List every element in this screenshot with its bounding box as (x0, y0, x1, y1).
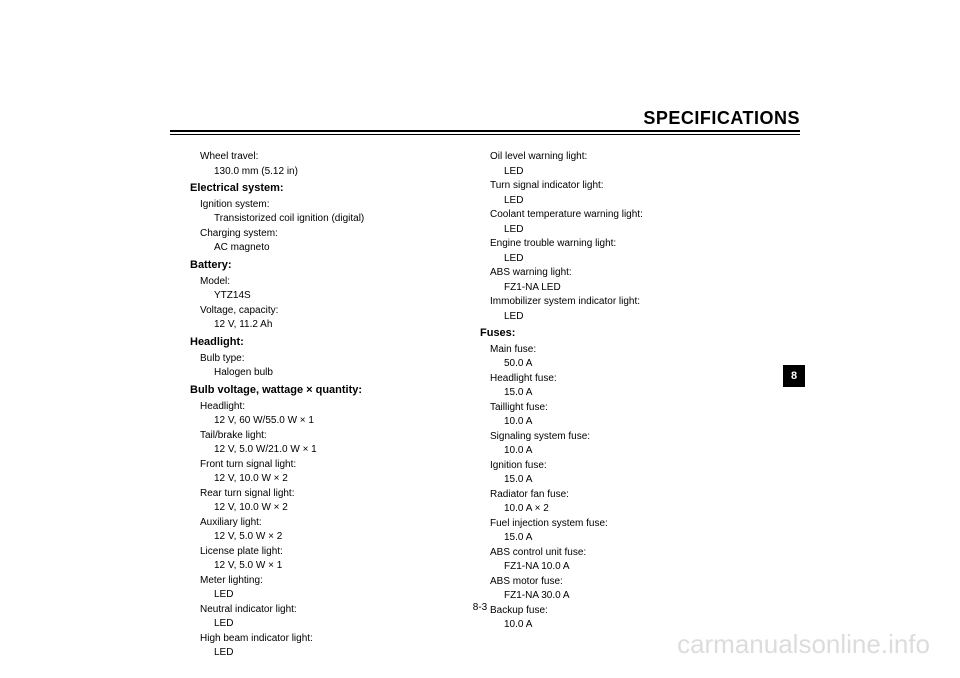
spec-value: 10.0 A (504, 415, 710, 430)
spec-value: 12 V, 5.0 W/21.0 W × 1 (214, 443, 420, 458)
spec-label: License plate light: (200, 545, 420, 560)
section-heading: Headlight: (190, 335, 420, 351)
spec-value: AC magneto (214, 241, 420, 256)
spec-label: Headlight: (200, 400, 420, 415)
spec-label: Auxiliary light: (200, 516, 420, 531)
spec-value: LED (504, 223, 710, 238)
spec-label: Signaling system fuse: (490, 430, 710, 445)
spec-label: ABS control unit fuse: (490, 546, 710, 561)
column-right: Oil level warning light: LED Turn signal… (480, 150, 710, 661)
spec-label: Ignition fuse: (490, 459, 710, 474)
side-tab-number: 8 (791, 370, 797, 382)
content-columns: Wheel travel: 130.0 mm (5.12 in) Electri… (190, 150, 710, 661)
spec-value: 12 V, 60 W/55.0 W × 1 (214, 414, 420, 429)
spec-value: Transistorized coil ignition (digital) (214, 212, 420, 227)
header-rule-thick (170, 130, 800, 132)
spec-label: Ignition system: (200, 198, 420, 213)
spec-value: LED (504, 310, 710, 325)
spec-value: LED (214, 646, 420, 661)
header-rule-thin (170, 134, 800, 135)
section-heading: Fuses: (480, 326, 710, 342)
spec-value: FZ1-NA LED (504, 281, 710, 296)
section-heading: Electrical system: (190, 181, 420, 197)
spec-value: 15.0 A (504, 473, 710, 488)
section-heading: Bulb voltage, wattage × quantity: (190, 383, 420, 399)
spec-value: LED (504, 165, 710, 180)
spec-label: Front turn signal light: (200, 458, 420, 473)
spec-label: Tail/brake light: (200, 429, 420, 444)
watermark: carmanualsonline.info (677, 629, 930, 660)
spec-label: Headlight fuse: (490, 372, 710, 387)
spec-label: ABS warning light: (490, 266, 710, 281)
spec-label: Meter lighting: (200, 574, 420, 589)
spec-value: 10.0 A × 2 (504, 502, 710, 517)
spec-label: Charging system: (200, 227, 420, 242)
spec-value: LED (214, 617, 420, 632)
page-number: 8-3 (0, 602, 960, 613)
spec-label: Model: (200, 275, 420, 290)
spec-label: Wheel travel: (200, 150, 420, 165)
spec-value: 12 V, 5.0 W × 1 (214, 559, 420, 574)
spec-label: Rear turn signal light: (200, 487, 420, 502)
spec-value: 130.0 mm (5.12 in) (214, 165, 420, 180)
spec-label: Fuel injection system fuse: (490, 517, 710, 532)
spec-label: Main fuse: (490, 343, 710, 358)
page-title: SPECIFICATIONS (643, 108, 800, 129)
spec-label: Voltage, capacity: (200, 304, 420, 319)
spec-label: Immobilizer system indicator light: (490, 295, 710, 310)
spec-value: 12 V, 11.2 Ah (214, 318, 420, 333)
column-left: Wheel travel: 130.0 mm (5.12 in) Electri… (190, 150, 420, 661)
spec-value: 12 V, 10.0 W × 2 (214, 472, 420, 487)
spec-label: Taillight fuse: (490, 401, 710, 416)
spec-label: Turn signal indicator light: (490, 179, 710, 194)
spec-value: 15.0 A (504, 531, 710, 546)
page: SPECIFICATIONS Wheel travel: 130.0 mm (5… (0, 0, 960, 678)
spec-label: High beam indicator light: (200, 632, 420, 647)
spec-label: ABS motor fuse: (490, 575, 710, 590)
spec-value: 12 V, 10.0 W × 2 (214, 501, 420, 516)
spec-label: Radiator fan fuse: (490, 488, 710, 503)
spec-value: LED (214, 588, 420, 603)
spec-value: YTZ14S (214, 289, 420, 304)
spec-value: 15.0 A (504, 386, 710, 401)
spec-value: LED (504, 252, 710, 267)
spec-label: Oil level warning light: (490, 150, 710, 165)
spec-label: Coolant temperature warning light: (490, 208, 710, 223)
spec-value: FZ1-NA 10.0 A (504, 560, 710, 575)
spec-value: 50.0 A (504, 357, 710, 372)
spec-value: LED (504, 194, 710, 209)
side-tab: 8 (783, 365, 805, 387)
spec-label: Bulb type: (200, 352, 420, 367)
spec-value: Halogen bulb (214, 366, 420, 381)
spec-label: Engine trouble warning light: (490, 237, 710, 252)
section-heading: Battery: (190, 258, 420, 274)
spec-value: 10.0 A (504, 444, 710, 459)
spec-value: 12 V, 5.0 W × 2 (214, 530, 420, 545)
